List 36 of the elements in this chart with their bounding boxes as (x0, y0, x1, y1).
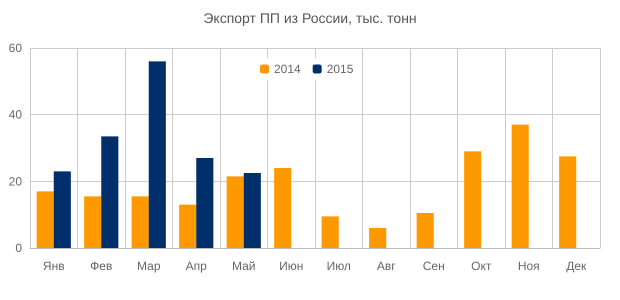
bar (36, 191, 54, 248)
bar (132, 196, 149, 248)
bar (84, 196, 102, 248)
bar (559, 156, 576, 248)
bar (226, 176, 244, 248)
bar (274, 168, 292, 248)
x-tick-label: Янв (42, 259, 65, 273)
legend-label: 2014 (274, 62, 302, 76)
legend-label: 2015 (326, 62, 354, 76)
y-tick-label: 20 (8, 174, 22, 188)
bar (101, 136, 118, 248)
x-tick-label: Окт (471, 259, 492, 273)
y-tick-label: 60 (8, 41, 22, 55)
bar (322, 216, 339, 248)
bar (54, 171, 71, 248)
x-tick-label: Авг (376, 259, 396, 273)
chart-title: Экспорт ПП из России, тыс. тонн (203, 10, 417, 26)
x-tick-label: Май (232, 259, 256, 273)
bar (148, 61, 166, 248)
y-tick-label: 0 (15, 241, 22, 255)
x-tick-label: Ноя (518, 259, 540, 273)
bar (196, 158, 214, 248)
bar (179, 204, 196, 248)
x-tick-label: Фев (90, 259, 112, 273)
x-tick-label: Июн (279, 259, 304, 273)
bar (416, 213, 434, 248)
bar (464, 151, 482, 248)
bar (369, 228, 386, 248)
x-tick-label: Мар (137, 259, 161, 273)
x-tick-label: Июл (326, 259, 351, 273)
x-tick-label: Апр (186, 259, 208, 273)
x-tick-label: Сен (422, 259, 445, 273)
bar (244, 173, 261, 248)
y-tick-label: 40 (8, 108, 22, 122)
x-tick-label: Дек (566, 259, 588, 273)
bar (512, 124, 529, 248)
